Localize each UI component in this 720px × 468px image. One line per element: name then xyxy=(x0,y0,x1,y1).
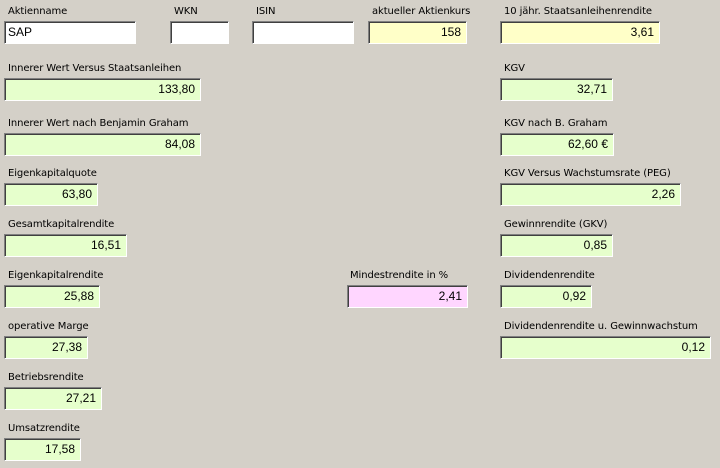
wkn-field[interactable] xyxy=(170,21,229,44)
current-price-label: aktueller Aktienkurs xyxy=(372,6,471,17)
pe-label: KGV xyxy=(504,63,525,74)
isin-field[interactable] xyxy=(252,21,354,44)
operating-margin-label: operative Marge xyxy=(8,321,89,332)
intrinsic-graham-field[interactable]: 84,08 xyxy=(4,133,201,156)
current-price-field[interactable]: 158 xyxy=(368,21,467,44)
pe-graham-field[interactable]: 62,60 € xyxy=(500,133,614,156)
equity-ratio-label: Eigenkapitalquote xyxy=(8,168,97,179)
return-on-assets-field[interactable]: 16,51 xyxy=(4,234,127,257)
intrinsic-vs-bonds-label: Innerer Wert Versus Staatsanleihen xyxy=(8,63,182,74)
dividend-yield-field[interactable]: 0,92 xyxy=(500,285,592,308)
min-return-label: Mindestrendite in % xyxy=(350,270,449,281)
bond-yield-field[interactable]: 3,61 xyxy=(500,21,660,44)
stock-name-label: Aktienname xyxy=(8,6,68,17)
equity-ratio-field[interactable]: 63,80 xyxy=(4,183,98,206)
pe-graham-label: KGV nach B. Graham xyxy=(504,118,608,129)
isin-label: ISIN xyxy=(256,6,276,17)
intrinsic-graham-label: Innerer Wert nach Benjamin Graham xyxy=(8,118,189,129)
return-on-equity-label: Eigenkapitalrendite xyxy=(8,270,104,281)
operating-return-field[interactable]: 27,21 xyxy=(4,387,102,410)
operating-margin-field[interactable]: 27,38 xyxy=(4,336,88,359)
operating-return-label: Betriebsrendite xyxy=(8,372,84,383)
wkn-label: WKN xyxy=(174,6,198,17)
sales-return-label: Umsatzrendite xyxy=(8,423,80,434)
intrinsic-vs-bonds-field[interactable]: 133,80 xyxy=(4,78,201,101)
min-return-field[interactable]: 2,41 xyxy=(347,285,468,308)
pe-field[interactable]: 32,71 xyxy=(500,78,613,101)
peg-label: KGV Versus Wachstumsrate (PEG) xyxy=(504,168,671,179)
peg-field[interactable]: 2,26 xyxy=(500,183,681,206)
sales-return-field[interactable]: 17,58 xyxy=(4,438,81,461)
return-on-assets-label: Gesamtkapitalrendite xyxy=(8,219,115,230)
earnings-yield-field[interactable]: 0,85 xyxy=(500,234,613,257)
bond-yield-label: 10 jähr. Staatsanleihenrendite xyxy=(504,6,652,17)
return-on-equity-field[interactable]: 25,88 xyxy=(4,285,100,308)
earnings-yield-label: Gewinnrendite (GKV) xyxy=(504,219,608,230)
dividend-growth-field[interactable]: 0,12 xyxy=(500,336,711,359)
stock-name-field[interactable]: SAP xyxy=(4,21,136,44)
dividend-growth-label: Dividendenrendite u. Gewinnwachstum xyxy=(504,321,698,332)
dividend-yield-label: Dividendenrendite xyxy=(504,270,595,281)
